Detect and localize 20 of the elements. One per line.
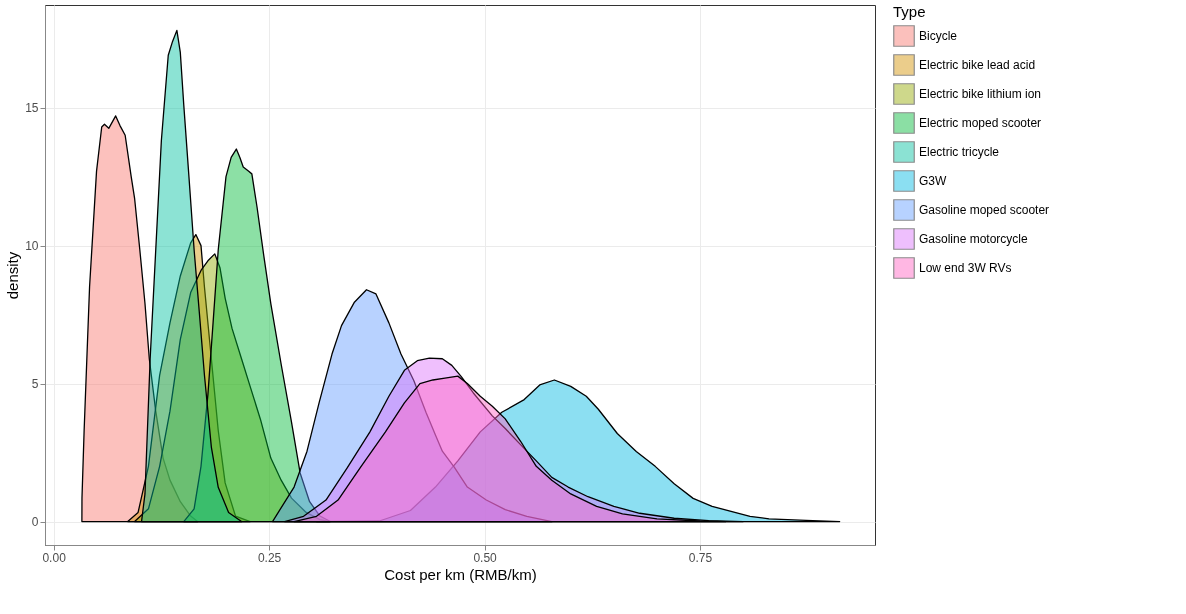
legend-label: Gasoline moped scooter — [919, 203, 1050, 217]
y-tick-label: 0 — [31, 515, 39, 530]
legend-label: Electric tricycle — [919, 145, 1000, 159]
legend-title: Type — [893, 3, 926, 20]
x-tick-label: 0.50 — [473, 550, 498, 565]
legend-label: Bicycle — [919, 29, 958, 43]
y-tick-label: 5 — [31, 377, 39, 392]
legend-label: G3W — [919, 174, 948, 188]
legend-label: Electric bike lead acid — [919, 58, 1036, 72]
y-tick-label: 10 — [25, 239, 39, 254]
y-axis-title: density — [4, 251, 22, 300]
x-axis-title: Cost per km (RMB/km) — [384, 565, 537, 583]
x-tick-label: 0.00 — [42, 550, 67, 565]
y-tick-label: 15 — [25, 101, 39, 116]
legend-label: Electric bike lithium ion — [919, 87, 1042, 101]
legend-label: Gasoline motorcycle — [919, 232, 1029, 246]
legend-label: Low end 3W RVs — [919, 261, 1012, 275]
x-tick-label: 0.75 — [688, 550, 713, 565]
x-tick-label: 0.25 — [257, 550, 282, 565]
legend-label: Electric moped scooter — [919, 116, 1042, 130]
